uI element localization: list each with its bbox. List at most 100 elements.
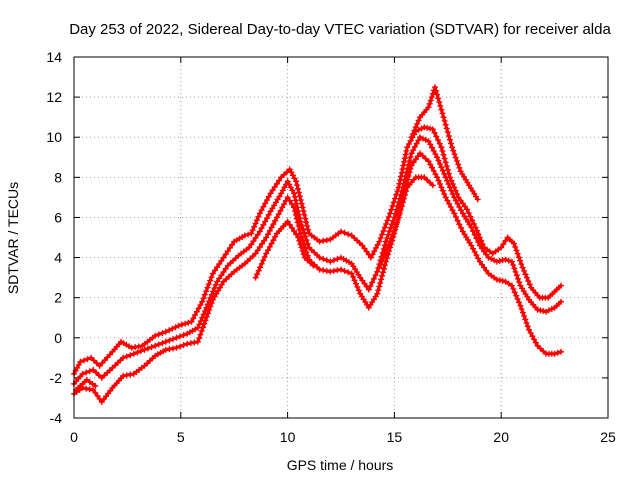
data-point [476,234,483,241]
data-point [458,207,464,214]
data-point [522,316,529,323]
data-point [256,228,263,235]
data-point [92,382,99,389]
data-point [185,319,192,326]
data-point [292,211,299,218]
data-point [295,223,302,229]
data-point [264,215,270,222]
data-point [502,278,509,285]
data-point [388,206,395,213]
data-point [410,147,417,154]
data-point [427,141,434,148]
data-point [354,284,361,290]
data-point [269,187,276,194]
data-point [402,191,409,198]
data-point [498,244,505,251]
data-point [330,257,337,264]
data-point [505,257,512,264]
data-point [470,228,476,235]
data-point [79,370,86,377]
data-point [200,311,207,318]
data-point [518,306,525,313]
data-point [376,238,383,245]
data-point [201,320,208,327]
data-point [193,308,200,315]
data-point [452,214,459,220]
data-point [204,284,211,291]
data-point [442,121,449,128]
data-point [513,247,520,254]
data-point [454,200,461,207]
data-point [241,232,248,239]
data-point [258,207,265,214]
data-point [159,330,166,337]
data-point [380,228,387,234]
data-point [558,348,564,355]
data-point [297,230,304,237]
data-point [214,264,221,271]
y-tick-label: 4 [54,250,62,266]
data-point [441,191,448,197]
data-point [173,334,180,341]
data-point [437,102,444,109]
data-point [388,235,395,242]
data-point [427,179,433,186]
data-point [493,276,500,283]
data-point [190,315,197,322]
data-point [294,182,301,189]
data-point [265,231,271,238]
data-point [302,215,309,222]
data-point [439,187,446,194]
data-point [438,184,445,191]
data-point [192,312,198,318]
data-point [408,150,415,157]
data-point [526,281,533,288]
x-tick-label: 0 [70,429,78,445]
data-point [371,248,378,255]
data-point [418,125,425,132]
data-point [442,174,449,181]
data-point [429,144,435,151]
data-point [471,248,478,255]
data-point [454,158,460,164]
data-point [394,217,401,224]
data-point [252,234,259,241]
data-point [493,258,500,265]
data-point [260,221,267,228]
data-point [245,231,252,238]
data-point [210,288,217,295]
data-point [419,152,426,159]
data-point [261,254,268,260]
data-point [316,266,323,273]
data-point [405,141,412,147]
data-point [301,211,308,218]
data-point [517,257,524,264]
data-point [406,157,413,164]
data-point [262,200,269,207]
data-point [523,274,530,281]
data-point [385,213,392,220]
data-point [252,220,259,227]
data-point [525,278,532,284]
data-point [412,124,419,131]
data-point [266,227,273,234]
data-point [299,247,306,254]
data-point [304,257,311,264]
series-track-5 [252,218,317,281]
data-point [272,217,279,224]
data-point [197,331,204,338]
data-point [401,195,407,202]
data-point [209,270,216,277]
data-point [191,339,198,346]
data-point [467,213,474,220]
data-point [292,197,299,204]
data-point [268,224,275,231]
data-point [516,279,523,286]
data-point [485,254,492,261]
data-point [257,264,264,271]
series-line [72,125,563,376]
data-point [267,190,274,197]
data-point [531,336,538,343]
data-point [194,338,201,345]
